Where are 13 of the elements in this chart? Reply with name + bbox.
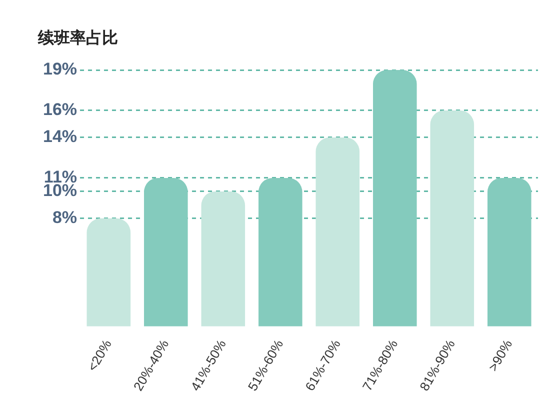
bar (316, 137, 360, 326)
y-tick-label: 14% (42, 127, 78, 146)
bar (258, 178, 302, 326)
y-tick-label: 8% (52, 208, 78, 228)
bar (201, 191, 246, 326)
bar (430, 110, 474, 326)
bar (86, 218, 131, 326)
y-tick-label: 16% (42, 100, 78, 120)
bar (144, 178, 188, 326)
chart-title: 续班率占比 (38, 28, 118, 49)
y-tick-label: 19% (42, 60, 78, 79)
bar (487, 178, 532, 326)
bar (372, 70, 417, 326)
